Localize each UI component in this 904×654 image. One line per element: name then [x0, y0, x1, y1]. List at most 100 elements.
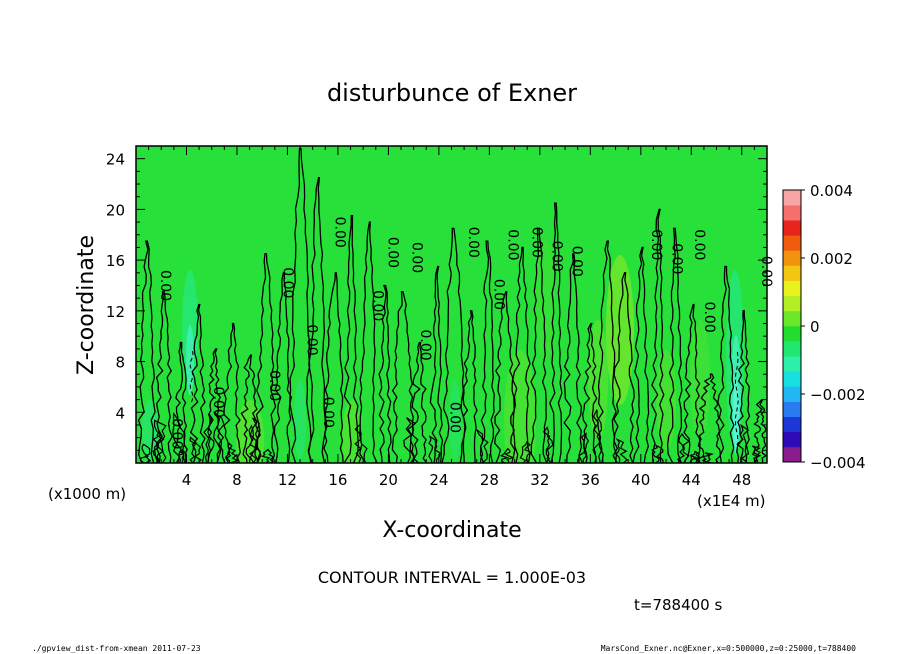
x-tick-label: 40	[631, 471, 650, 489]
footer-left-note: ./gpview_dist-from-xmean 2011-07-23	[32, 644, 201, 653]
contour-line	[615, 437, 628, 463]
time-label: t=788400 s	[634, 596, 722, 614]
contour-line	[753, 398, 767, 463]
contour-labels: 0.000.000.000.000.000.000.000.000.000.00…	[157, 217, 774, 450]
colorbar-segment	[783, 386, 801, 402]
contour-label: 0.00	[320, 397, 336, 428]
colorbar-segment	[783, 416, 801, 433]
contour-line	[137, 240, 156, 463]
contour-label: 0.00	[169, 418, 185, 449]
contour-label: 0.00	[369, 290, 385, 321]
contour-label: 0.00	[417, 330, 433, 361]
colorbar-segment	[783, 190, 801, 206]
contour-line	[476, 429, 489, 463]
contour-line	[245, 424, 259, 463]
contour-label: 0.00	[648, 229, 664, 260]
contour-line	[512, 246, 531, 463]
chart-title: disturbunce of Exner	[327, 79, 577, 107]
y-tick-label: 20	[106, 201, 125, 219]
contour-label: 0.00	[548, 241, 564, 272]
contour-label: 0.00	[758, 256, 774, 287]
contour-line	[542, 426, 554, 463]
y-tick-label: 4	[115, 404, 125, 422]
contour-line	[155, 291, 174, 463]
contour-interval: CONTOUR INTERVAL = 1.000E-03	[318, 568, 586, 587]
colorbar-tick-label: −0.004	[810, 454, 866, 472]
colorbar-tick-label: 0	[810, 318, 820, 336]
x-tick-label: 44	[682, 471, 701, 489]
contour-line	[153, 419, 167, 463]
x-axis-label: X-coordinate	[382, 518, 521, 543]
contour-line	[429, 265, 444, 463]
contour-line	[578, 432, 590, 463]
colorbar-segment	[783, 205, 801, 221]
contour-line	[308, 177, 327, 463]
contour-line	[736, 310, 751, 463]
x-tick-label: 48	[732, 471, 751, 489]
contour-line-negative	[734, 348, 739, 453]
colorbar-segment	[783, 341, 801, 357]
contour-line	[225, 442, 239, 463]
colorbar-tick-label: 0.002	[810, 250, 853, 268]
contour-label: 0.00	[408, 242, 424, 273]
contour-label: 0.00	[691, 229, 707, 260]
contour-line	[479, 240, 495, 463]
contour-line	[203, 413, 214, 463]
contour-label: 0.00	[266, 370, 282, 401]
x-tick-label: 36	[581, 471, 600, 489]
colorbar-tick-label: −0.002	[810, 386, 866, 404]
contour-line	[676, 432, 691, 463]
colorbar-segment	[783, 250, 801, 266]
contour-line	[140, 443, 152, 463]
colorbar-segment	[783, 235, 801, 251]
contour-line	[596, 240, 618, 463]
contour-line-negative	[189, 348, 194, 403]
contour-label: 0.00	[569, 246, 585, 277]
contour-label: 0.00	[465, 227, 481, 258]
x-unit-right: (x1E4 m)	[697, 492, 766, 510]
colorbar-segment	[783, 220, 801, 236]
contour-label: 0.00	[446, 402, 462, 433]
contour-line	[378, 284, 392, 463]
contour-label: 0.00	[384, 237, 400, 268]
contour-line	[666, 227, 683, 463]
y-tick-label: 12	[106, 303, 125, 321]
contour-line	[519, 441, 533, 463]
x-tick-label: 32	[530, 471, 549, 489]
colorbar-segment	[783, 371, 801, 387]
colorbar-segment	[783, 265, 801, 281]
contour-line	[403, 417, 417, 463]
contour-line	[650, 208, 665, 463]
x-tick-label: 12	[278, 471, 297, 489]
contour-line	[411, 341, 428, 463]
contour-label: 0.00	[157, 270, 173, 301]
y-tick-label: 8	[115, 354, 125, 372]
colorbar-segment	[783, 356, 801, 372]
contour-label: 0.00	[528, 227, 544, 258]
contour-line	[213, 411, 226, 463]
contour-line	[323, 272, 344, 463]
contour-line	[178, 449, 188, 463]
x-tick-label: 16	[328, 471, 347, 489]
colorbar-tick-label: 0.004	[810, 182, 853, 200]
colorbar-segment	[783, 401, 801, 417]
contour-line	[549, 202, 563, 463]
y-tick-label: 24	[106, 151, 125, 169]
contour-line	[359, 221, 378, 463]
contour-line	[499, 447, 515, 463]
contour-line	[751, 445, 762, 463]
footer-right-note: MarsCond_Exner.nc@Exner,x=0:500000,z=0:2…	[601, 644, 856, 653]
contour-label: 0.00	[304, 324, 320, 355]
contour-line	[582, 322, 598, 463]
contour-label: 0.00	[280, 267, 296, 298]
contour-line	[255, 253, 277, 463]
contour-line	[683, 303, 701, 463]
contour-label: 0.00	[490, 279, 506, 310]
colorbar-segment	[783, 295, 801, 312]
contour-line	[240, 354, 259, 463]
contour-line	[354, 423, 368, 463]
x-tick-label: 24	[429, 471, 448, 489]
contour-line	[441, 227, 466, 463]
colorbar-segment	[783, 280, 801, 297]
contour-lines	[137, 147, 767, 463]
